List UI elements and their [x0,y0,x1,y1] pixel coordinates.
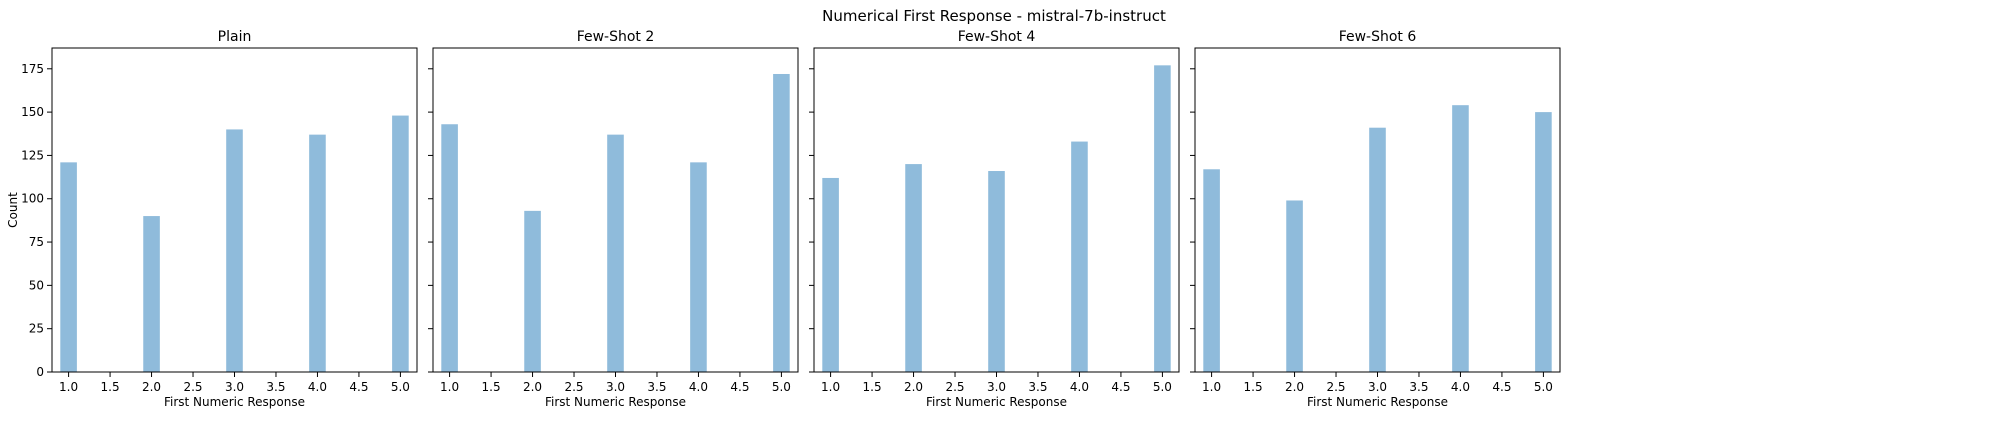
bar-1 [1203,169,1220,372]
x-tick-label: 3.0 [606,380,625,394]
bar-1 [60,162,77,372]
bar-3 [1369,127,1386,372]
x-tick-label: 2.0 [904,380,923,394]
subplot-title: Plain [218,29,252,45]
bar-5 [1535,112,1552,373]
x-tick-label: 2.5 [564,380,583,394]
bar-4 [1452,105,1469,373]
bar-2 [524,210,541,372]
bar-1 [441,124,458,373]
subplot-3: 1.0 1.5 2.0 2.5 3.0 3.5 4.0 4.5 5.0 Few-Shot 4 Fir… [809,29,1180,409]
figure-suptitle: Numerical First Response - mistral-7b-in… [822,7,1166,25]
x-axis-label: First Numeric Response [926,395,1067,409]
y-tick-label: 25 [29,322,44,336]
x-tick-label: 1.5 [863,380,882,394]
x-tick-label: 5.0 [1534,380,1553,394]
x-tick-label: 4.0 [1451,380,1470,394]
x-tick-label: 1.5 [101,380,120,394]
y-axis-label: Count [6,192,20,228]
bar-3 [607,134,624,372]
subplot-title: Few-Shot 4 [958,29,1036,45]
x-tick-label: 1.5 [482,380,501,394]
x-tick-label: 3.5 [1028,380,1047,394]
subplot-title: Few-Shot 2 [577,29,655,45]
bar-5 [773,73,790,373]
x-tick-label: 1.0 [821,380,840,394]
x-tick-label: 1.5 [1244,380,1263,394]
x-tick-label: 1.0 [1202,380,1221,394]
x-tick-label: 5.0 [1153,380,1172,394]
bar-2 [905,164,922,372]
x-tick-label: 4.0 [689,380,708,394]
bar-5 [1154,65,1171,372]
y-tick-label: 150 [21,105,44,119]
x-tick-label: 4.5 [349,380,368,394]
x-tick-label: 3.0 [1368,380,1387,394]
x-tick-label: 3.5 [647,380,666,394]
x-tick-label: 2.0 [1285,380,1304,394]
x-axis-label: First Numeric Response [164,395,305,409]
bar-2 [1286,200,1303,372]
bar-4 [690,162,707,372]
bar-4 [1071,141,1088,372]
x-tick-label: 5.0 [772,380,791,394]
x-axis-label: First Numeric Response [545,395,686,409]
x-tick-label: 3.5 [266,380,285,394]
x-tick-label: 4.0 [1070,380,1089,394]
y-tick-label: 75 [29,235,44,249]
bar-3 [226,129,243,372]
subplot-4: 1.0 1.5 2.0 2.5 3.0 3.5 4.0 4.5 5.0 Few-Shot 6 Fir… [1190,29,1561,409]
x-tick-label: 3.0 [987,380,1006,394]
x-tick-label: 2.5 [1326,380,1345,394]
x-tick-label: 1.0 [440,380,459,394]
subplot-title: Few-Shot 6 [1339,29,1417,45]
bar-3 [988,171,1005,372]
y-tick-label: 100 [21,192,44,206]
x-tick-label: 2.5 [945,380,964,394]
x-tick-label: 4.0 [308,380,327,394]
y-tick-label: 0 [36,365,44,379]
x-axis-label: First Numeric Response [1307,395,1448,409]
bar-5 [392,115,409,372]
x-tick-label: 5.0 [391,380,410,394]
bar-2 [143,216,160,372]
x-tick-label: 2.0 [523,380,542,394]
x-tick-label: 1.0 [59,380,78,394]
subplot-1: 1.0 1.5 2.0 2.5 3.0 3.5 4.0 4.5 5.0 0 25 50 75 100 125… [6,29,418,409]
y-tick-label: 50 [29,278,44,292]
y-tick-label: 125 [21,148,44,162]
x-tick-label: 4.5 [1111,380,1130,394]
x-tick-label: 4.5 [1492,380,1511,394]
x-tick-label: 4.5 [730,380,749,394]
bar-4 [309,134,326,372]
subplot-2: 1.0 1.5 2.0 2.5 3.0 3.5 4.0 4.5 5.0 Few-Shot 2 Fir… [428,29,799,409]
y-tick-label: 175 [21,62,44,76]
x-tick-label: 2.0 [142,380,161,394]
x-tick-label: 2.5 [183,380,202,394]
x-tick-label: 3.0 [225,380,244,394]
x-tick-label: 3.5 [1409,380,1428,394]
bar-1 [822,177,839,372]
